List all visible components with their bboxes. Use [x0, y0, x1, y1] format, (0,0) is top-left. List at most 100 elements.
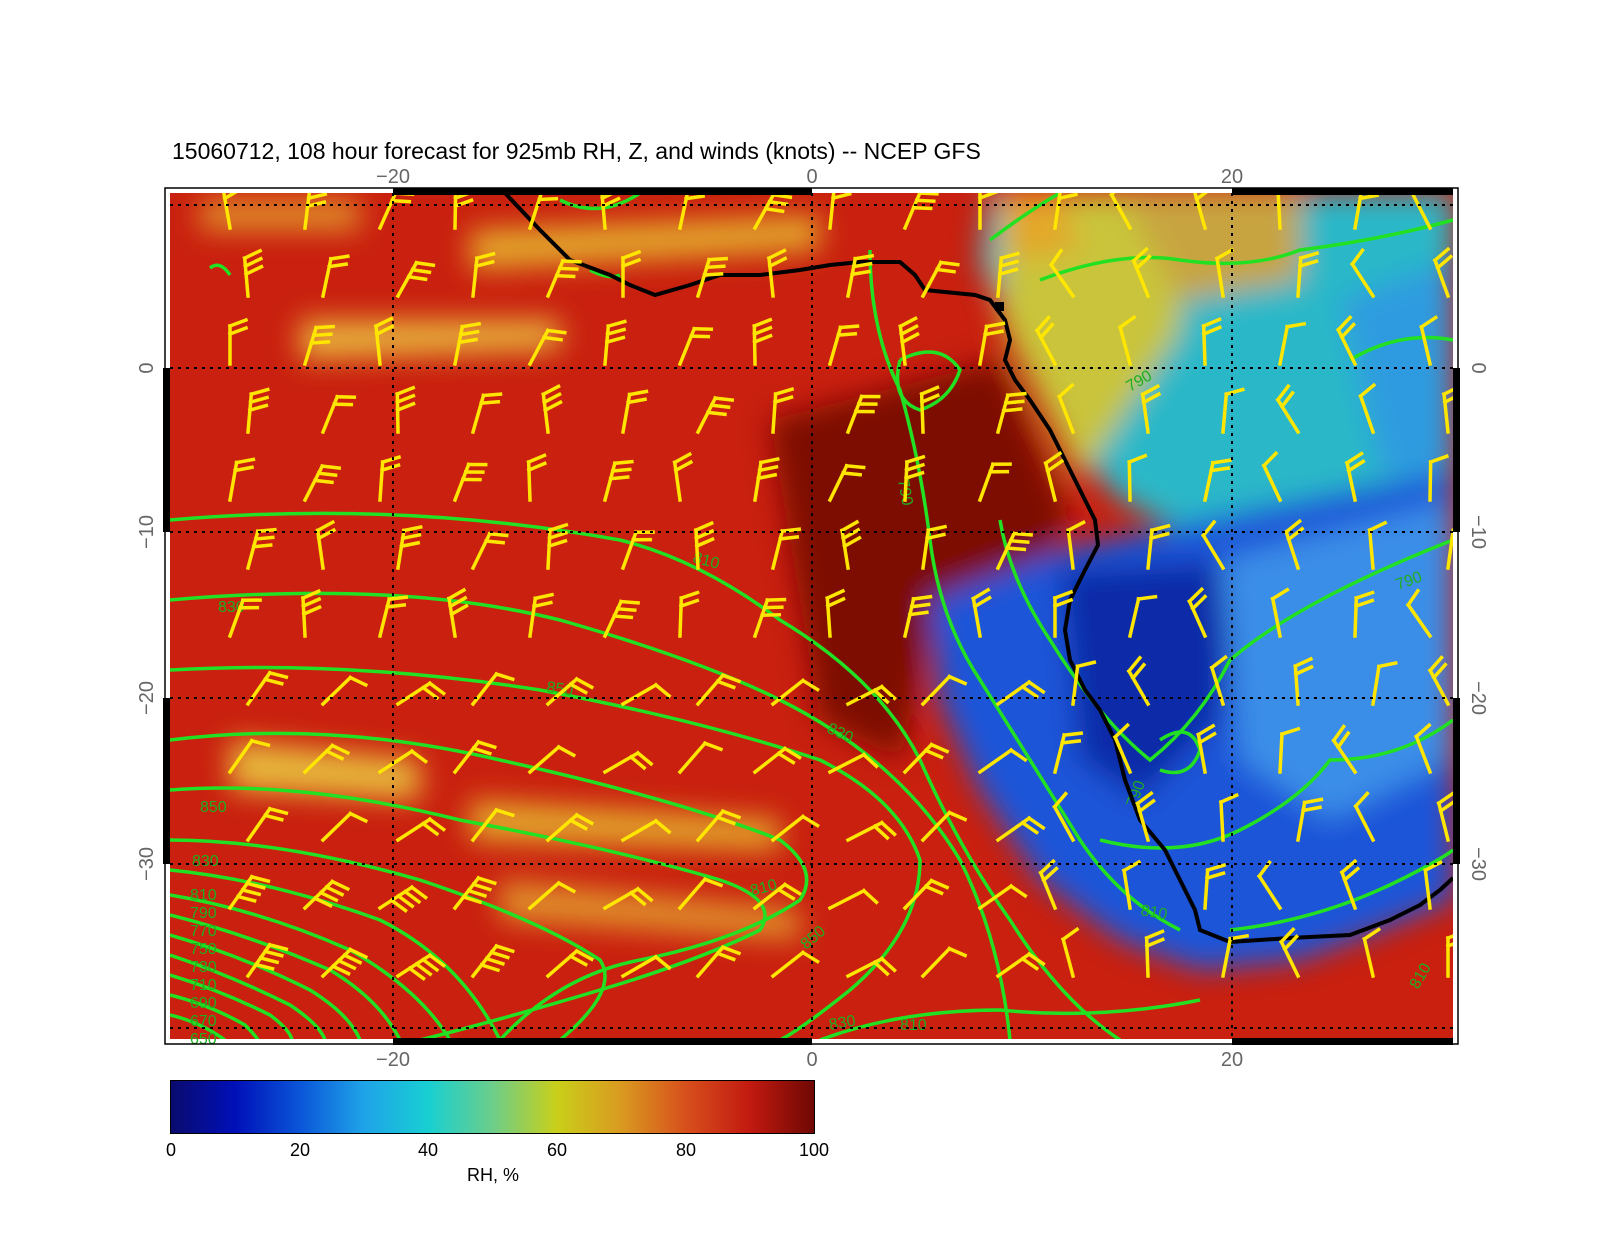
- lon-tick: 0: [806, 1049, 817, 1071]
- wind-barb: [1362, 927, 1382, 979]
- wind-barb: [995, 815, 1046, 843]
- wind-barb: [1353, 590, 1375, 638]
- wind-barb: [1275, 383, 1301, 435]
- wind-barb: [1344, 451, 1366, 503]
- colorbar-tick: 60: [546, 1140, 568, 1160]
- wind-barb: [771, 387, 795, 434]
- wind-barb: [1053, 193, 1078, 230]
- lat-tick: −20: [136, 681, 158, 715]
- wind-barb: [395, 816, 447, 843]
- wind-barb: [1066, 520, 1086, 570]
- wind-barb: [695, 672, 742, 707]
- colorbar-tick: 80: [675, 1140, 697, 1160]
- colorbar-label: RH, %: [466, 1165, 520, 1185]
- wind-barb: [845, 253, 875, 299]
- wind-barb: [678, 590, 700, 638]
- contour-label: 650: [190, 1031, 217, 1048]
- wind-barb: [977, 883, 1028, 911]
- wind-barb: [677, 876, 724, 911]
- wind-barb: [1436, 791, 1453, 843]
- wind-barb: [1034, 315, 1058, 367]
- wind-barb: [528, 592, 555, 638]
- wind-barb: [377, 595, 409, 639]
- wind-barbs: [221, 193, 1453, 981]
- wind-barb: [752, 597, 787, 639]
- wind-barb: [620, 682, 672, 707]
- wind-barb: [1432, 246, 1453, 299]
- wind-barb: [920, 260, 960, 299]
- lake-marker: [995, 302, 1004, 311]
- wind-barb: [1270, 587, 1290, 639]
- colorbar-tick: 100: [798, 1140, 830, 1160]
- wind-barb: [1367, 520, 1388, 570]
- coastline: [503, 193, 1453, 945]
- wind-barb: [971, 587, 992, 639]
- wind-barb: [470, 943, 515, 979]
- wind-barb: [770, 527, 802, 571]
- wind-barb: [828, 193, 852, 230]
- wind-barb: [1043, 451, 1065, 503]
- wind-barb: [1052, 589, 1074, 638]
- wind-barb: [227, 457, 256, 503]
- lon-tick: −20: [376, 166, 410, 188]
- wind-barb: [602, 599, 640, 639]
- wind-barb: [898, 316, 920, 366]
- wind-barb: [527, 328, 567, 367]
- wind-barb: [995, 951, 1046, 979]
- wind-barb: [620, 389, 649, 435]
- wind-barb: [827, 752, 879, 775]
- frame-bars: [163, 188, 1460, 1045]
- wind-barb: [995, 391, 1027, 435]
- wind-barb: [452, 875, 497, 911]
- colorbar-tick: 0: [165, 1140, 177, 1160]
- wind-barb: [245, 806, 289, 843]
- wind-barb: [1278, 726, 1301, 774]
- wind-barb: [693, 520, 715, 570]
- lat-tick: −30: [136, 847, 158, 881]
- wind-barb: [545, 948, 595, 979]
- wind-barb: [1331, 724, 1358, 775]
- wind-barb: [845, 956, 897, 979]
- wind-barb: [242, 248, 264, 298]
- wind-barb: [1427, 655, 1451, 707]
- wind-barb: [845, 684, 897, 707]
- wind-barb: [395, 680, 447, 707]
- wind-barb: [752, 746, 802, 775]
- wind-barb: [1109, 193, 1133, 231]
- wind-barb: [1140, 383, 1162, 434]
- lon-ticks-bottom: −20 0 20: [376, 1049, 1243, 1071]
- wind-barb: [1349, 247, 1376, 299]
- contour-label: 850: [200, 799, 227, 816]
- wind-barb: [752, 317, 773, 366]
- wind-barb: [395, 952, 447, 981]
- wind-barb: [1353, 791, 1376, 843]
- wind-barb: [677, 193, 706, 231]
- wind-barb: [902, 742, 950, 775]
- wind-barb: [766, 248, 788, 298]
- wind-barb: [1441, 384, 1453, 434]
- wind-barb: [1121, 859, 1142, 911]
- contour-label: 730: [190, 959, 217, 976]
- wind-barb: [395, 260, 436, 299]
- wind-barb: [752, 882, 802, 911]
- wind-barb: [527, 744, 577, 775]
- lon-tick: 0: [806, 166, 817, 188]
- rh-field: [170, 193, 1453, 1039]
- lat-ticks-left: 0 −10 −20 −30: [136, 362, 158, 881]
- wind-barb: [677, 326, 714, 367]
- wind-barb: [545, 258, 582, 299]
- lat-ticks-right: 0 −10 −20 −30: [1467, 362, 1489, 881]
- wind-barb: [921, 524, 948, 570]
- wind-barb: [602, 459, 634, 503]
- wind-barb: [1339, 858, 1361, 911]
- wind-barb: [827, 324, 860, 367]
- wind-barb: [527, 880, 577, 911]
- wind-barb: [1296, 251, 1320, 298]
- lat-tick: −10: [1467, 515, 1489, 549]
- wind-barb: [1060, 926, 1080, 979]
- wind-barb: [1203, 863, 1227, 910]
- wind-barb: [620, 954, 672, 979]
- wind-barb: [1370, 660, 1398, 707]
- wind-barb: [1209, 654, 1228, 707]
